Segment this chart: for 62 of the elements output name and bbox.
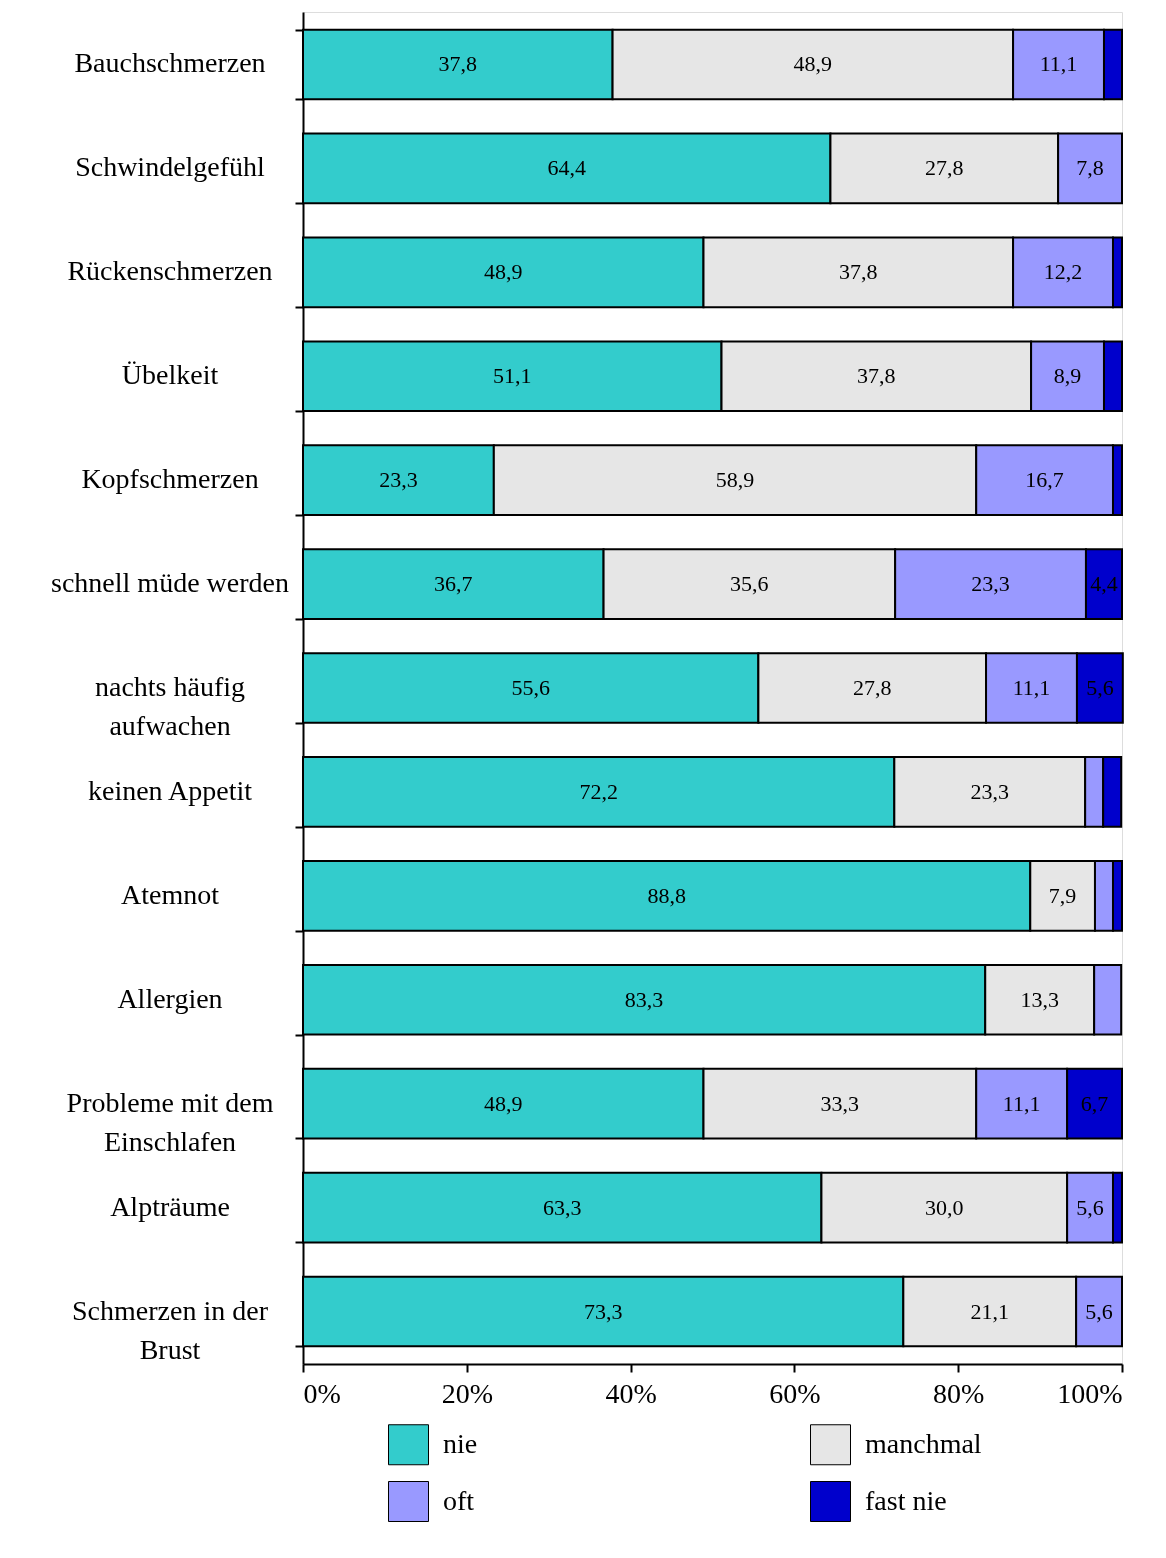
data-label: 5,6 — [1076, 1194, 1104, 1220]
x-tick-label: 80% — [933, 1377, 985, 1409]
data-label: 16,7 — [1025, 467, 1064, 493]
data-label: 73,3 — [583, 1298, 623, 1324]
y-tick-label: Schwindelgefühl — [75, 151, 266, 183]
data-label: 35,6 — [730, 571, 769, 597]
data-label: 37,8 — [839, 259, 878, 285]
legend-label: manchmal — [865, 1427, 982, 1459]
y-tick-label: Schmerzen in der Brust — [72, 1294, 269, 1365]
y-tick-label: Rückenschmerzen — [67, 255, 273, 287]
data-label: 37,8 — [857, 363, 896, 389]
x-tick-label: 20% — [441, 1377, 493, 1409]
y-tick-label: schnell müde werden — [51, 567, 289, 599]
data-label: 21,1 — [970, 1298, 1009, 1324]
data-label: 7,8 — [1076, 155, 1104, 181]
data-label: 72,2 — [579, 778, 618, 804]
data-label: 13,3 — [1020, 986, 1059, 1012]
data-label: 23,3 — [379, 467, 418, 493]
legend-label: nie — [443, 1427, 478, 1459]
data-label: 7,9 — [1048, 882, 1077, 908]
data-label: 27,8 — [925, 155, 964, 181]
data-label: 23,3 — [971, 571, 1010, 597]
y-tick-label: Atemnot — [121, 878, 220, 910]
y-tick-label: Alpträume — [110, 1190, 230, 1222]
legend-label: oft — [443, 1484, 475, 1516]
data-label: 63,3 — [542, 1194, 582, 1220]
data-label: 8,9 — [1053, 363, 1082, 389]
data-label: 36,7 — [434, 571, 473, 597]
data-label: 4,4 — [1090, 571, 1118, 597]
y-tick-label: Bauchschmerzen — [74, 47, 266, 79]
y-tick-label: Kopfschmerzen — [81, 463, 259, 495]
data-label: 58,9 — [715, 467, 755, 493]
data-label: 5,6 — [1085, 1298, 1113, 1324]
x-tick-label: 0% — [303, 1377, 341, 1409]
data-label: 11,1 — [1002, 1090, 1041, 1116]
data-label: 55,6 — [511, 675, 550, 700]
data-label: 11,1 — [1012, 675, 1051, 700]
x-tick-label: 60% — [769, 1377, 821, 1409]
data-label: 11,1 — [1039, 51, 1078, 77]
x-tick-label: 100% — [1057, 1377, 1123, 1409]
data-label: 6,7 — [1080, 1090, 1109, 1116]
data-label: 30,0 — [925, 1194, 964, 1220]
data-label: 27,8 — [852, 675, 892, 700]
data-label: 48,9 — [484, 259, 523, 285]
data-label: 37,8 — [438, 51, 478, 77]
data-label: 5,6 — [1086, 675, 1114, 700]
y-tick-label: Probleme mit dem Einschlafen — [66, 1086, 274, 1157]
data-label: 64,4 — [547, 155, 586, 181]
y-tick-label: nachts häufig aufwachen — [94, 671, 246, 741]
data-label: 51,1 — [493, 363, 532, 389]
y-tick-label: Allergien — [117, 982, 223, 1014]
data-label: 23,3 — [970, 778, 1009, 804]
data-label: 48,9 — [793, 51, 833, 77]
y-tick-label: keinen Appetit — [87, 774, 253, 806]
data-label: 88,8 — [647, 882, 686, 908]
data-label: 12,2 — [1043, 259, 1083, 285]
data-label: 48,9 — [484, 1090, 523, 1116]
x-tick-label: 40% — [605, 1377, 657, 1409]
y-tick-label: Übelkeit — [121, 359, 219, 391]
data-label: 33,3 — [820, 1090, 860, 1116]
data-label: 83,3 — [624, 986, 664, 1012]
legend-label: fast nie — [865, 1484, 947, 1516]
